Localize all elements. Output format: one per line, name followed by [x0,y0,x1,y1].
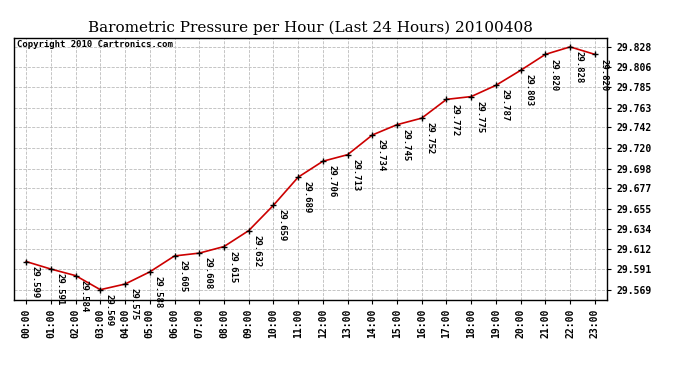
Text: 29.706: 29.706 [327,165,336,198]
Title: Barometric Pressure per Hour (Last 24 Hours) 20100408: Barometric Pressure per Hour (Last 24 Ho… [88,21,533,35]
Text: 29.689: 29.689 [302,182,311,214]
Text: 29.569: 29.569 [104,294,113,326]
Text: 29.820: 29.820 [599,58,608,91]
Text: 29.803: 29.803 [525,75,534,107]
Text: 29.787: 29.787 [500,90,509,122]
Text: 29.772: 29.772 [451,104,460,136]
Text: 29.745: 29.745 [401,129,410,161]
Text: 29.608: 29.608 [204,257,213,290]
Text: 29.615: 29.615 [228,251,237,283]
Text: 29.599: 29.599 [30,266,39,298]
Text: 29.632: 29.632 [253,235,262,267]
Text: 29.713: 29.713 [352,159,361,191]
Text: 29.659: 29.659 [277,210,286,242]
Text: 29.734: 29.734 [377,139,386,171]
Text: 29.752: 29.752 [426,122,435,154]
Text: 29.584: 29.584 [80,280,89,312]
Text: 29.591: 29.591 [55,273,64,306]
Text: Copyright 2010 Cartronics.com: Copyright 2010 Cartronics.com [17,40,172,49]
Text: 29.775: 29.775 [475,101,484,133]
Text: 29.588: 29.588 [154,276,163,308]
Text: 29.828: 29.828 [574,51,583,83]
Text: 29.605: 29.605 [179,260,188,292]
Text: 29.820: 29.820 [549,58,558,91]
Text: 29.575: 29.575 [129,288,138,321]
